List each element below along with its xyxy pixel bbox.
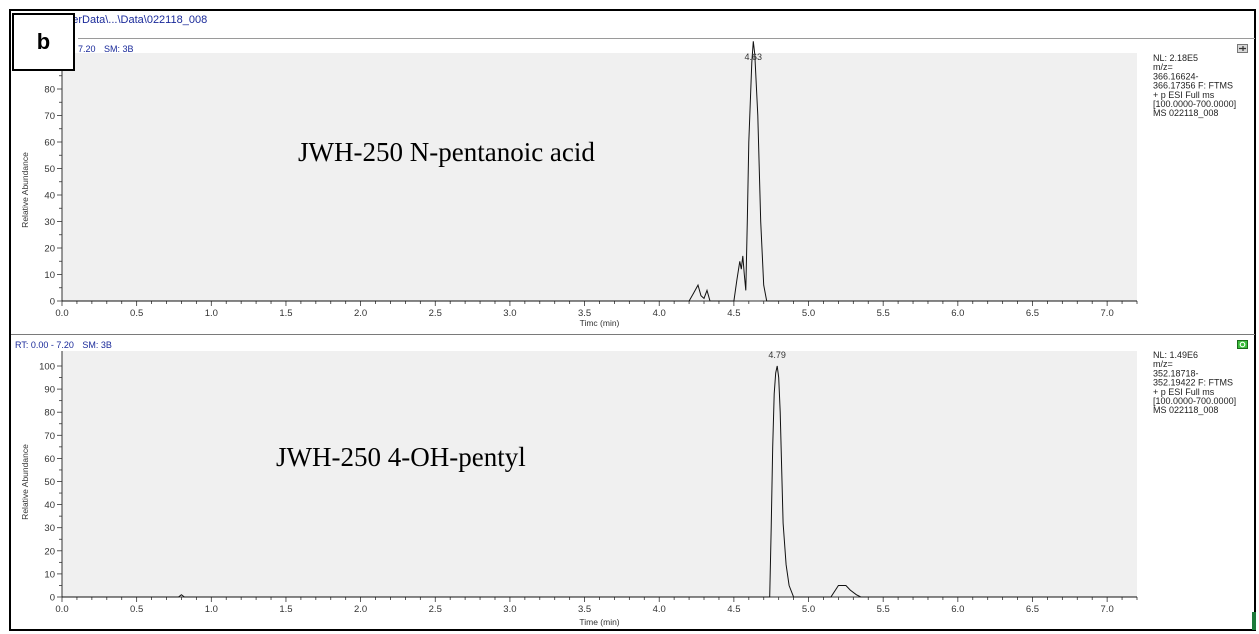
scan-info-line: m/z=	[1153, 62, 1173, 72]
x-tick-label: 1.5	[279, 308, 292, 319]
file-path: nderData\...\Data\022118_008	[60, 14, 208, 26]
panel-label: b	[12, 13, 75, 71]
plot-area	[62, 351, 1137, 597]
y-axis-label: Relative Abundance	[20, 444, 30, 520]
y-tick-label: 60	[44, 138, 55, 149]
x-tick-label: 6.0	[951, 308, 964, 319]
x-tick-label: 0.5	[130, 308, 143, 319]
scan-info-line: + p ESI Full ms	[1153, 90, 1215, 100]
x-tick-label: 5.0	[802, 604, 815, 615]
x-tick-label: 7.0	[1101, 604, 1114, 615]
y-tick-label: 20	[44, 546, 55, 557]
scan-info-line: + p ESI Full ms	[1153, 387, 1215, 397]
scan-info-line: m/z=	[1153, 359, 1173, 369]
y-tick-label: 100	[39, 362, 55, 373]
peak-label: 4.79	[768, 350, 786, 360]
window-edge-marker	[1252, 612, 1256, 630]
x-tick-label: 4.5	[727, 308, 740, 319]
x-tick-label: 0.0	[55, 604, 68, 615]
x-tick-label: 3.5	[578, 604, 591, 615]
compound-label: JWH-250 N-pentanoic acid	[298, 137, 595, 167]
refresh-icon[interactable]	[1237, 340, 1248, 349]
scan-info-line: NL: 2.18E5	[1153, 53, 1198, 63]
panel2-smoothing: SM: 3B	[82, 340, 112, 350]
y-tick-label: 80	[44, 408, 55, 419]
x-tick-label: 6.5	[1026, 308, 1039, 319]
y-tick-label: 20	[44, 244, 55, 255]
plot-area	[62, 53, 1137, 301]
y-tick-label: 50	[44, 164, 55, 175]
x-tick-label: 2.0	[354, 604, 367, 615]
scan-info-line: 352.19422 F: FTMS	[1153, 378, 1233, 388]
x-tick-label: 0.0	[55, 308, 68, 319]
scan-info-line: NL: 1.49E6	[1153, 350, 1198, 360]
scan-info-line: 366.16624-	[1153, 71, 1199, 81]
y-tick-label: 80	[44, 85, 55, 96]
panel-1-chart: 0.0 0.5 1.0 1.5 2.0 2.5 3.0 3.5 4.0 4.5 5.0 5.5 6.0 6…	[20, 41, 1236, 328]
x-axis-label: Time (min)	[579, 617, 619, 627]
scan-info-line: [100.0000-700.0000]	[1153, 396, 1236, 406]
scan-info-line: 366.17356 F: FTMS	[1153, 81, 1233, 91]
peak-label: 4.63	[745, 52, 763, 62]
y-tick-label: 10	[44, 569, 55, 580]
x-tick-label: 1.0	[205, 308, 218, 319]
x-tick-label: 3.0	[503, 604, 516, 615]
panel1-rt-range: 7.20 SM: 3B	[78, 44, 134, 54]
x-tick-label: 4.5	[727, 604, 740, 615]
x-tick-label: 4.0	[653, 308, 666, 319]
panel-divider	[11, 334, 1255, 335]
scan-info-line: MS 022118_008	[1153, 405, 1218, 415]
scan-info-line: 352.18718-	[1153, 368, 1199, 378]
x-tick-label: 7.0	[1101, 308, 1114, 319]
panel1-rt-value: 7.20	[78, 44, 96, 54]
chromatogram-trace	[62, 365, 1137, 598]
y-tick-label: 70	[44, 111, 55, 122]
header-divider	[78, 38, 1255, 39]
x-tick-label: 6.5	[1026, 604, 1039, 615]
y-tick-label: 90	[44, 385, 55, 396]
x-tick-label: 4.0	[653, 604, 666, 615]
x-tick-label: 2.0	[354, 308, 367, 319]
panel2-rt-value: RT: 0.00 - 7.20	[15, 340, 74, 350]
y-tick-label: 40	[44, 191, 55, 202]
x-tick-label: 2.5	[429, 604, 442, 615]
chromatogram-trace	[62, 41, 1137, 302]
panel-2-chart: 0.0 0.5 1.0 1.5 2.0 2.5 3.0 3.5 4.0 4.5 5.0 5.5 6.0 6…	[20, 350, 1236, 627]
scan-info-line: MS 022118_008	[1153, 108, 1218, 118]
compound-label: JWH-250 4-OH-pentyl	[276, 442, 526, 472]
x-tick-label: 5.0	[802, 308, 815, 319]
pin-icon[interactable]	[1237, 44, 1248, 53]
y-tick-label: 60	[44, 454, 55, 465]
x-tick-label: 0.5	[130, 604, 143, 615]
panel1-smoothing: SM: 3B	[104, 44, 134, 54]
x-axis-label: Timc (min)	[580, 318, 620, 328]
x-tick-label: 5.5	[877, 604, 890, 615]
y-tick-label: 50	[44, 477, 55, 488]
y-tick-label: 30	[44, 523, 55, 534]
y-axis-label: Relative Abundance	[20, 152, 30, 228]
y-tick-label: 10	[44, 270, 55, 281]
y-tick-label: 0	[50, 593, 55, 604]
y-tick-label: 0	[50, 297, 55, 308]
x-tick-label: 1.5	[279, 604, 292, 615]
x-tick-label: 5.5	[877, 308, 890, 319]
y-tick-label: 40	[44, 500, 55, 511]
scan-info-line: [100.0000-700.0000]	[1153, 99, 1236, 109]
x-tick-label: 6.0	[951, 604, 964, 615]
panel2-rt-range: RT: 0.00 - 7.20 SM: 3B	[15, 340, 112, 350]
x-tick-label: 3.5	[578, 308, 591, 319]
y-tick-label: 30	[44, 217, 55, 228]
x-tick-label: 3.0	[503, 308, 516, 319]
x-tick-label: 2.5	[429, 308, 442, 319]
x-tick-label: 1.0	[205, 604, 218, 615]
y-tick-label: 70	[44, 431, 55, 442]
